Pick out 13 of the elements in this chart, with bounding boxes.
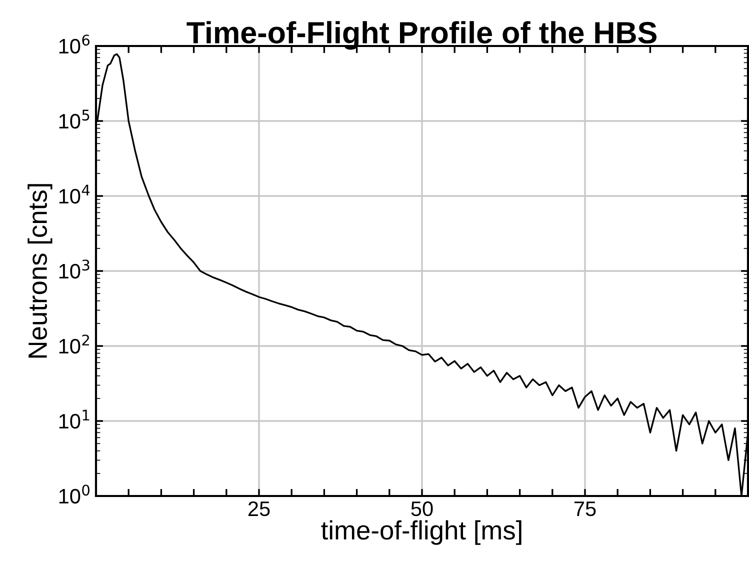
chart-title: Time-of-Flight Profile of the HBS [186, 21, 656, 50]
y-tick-label: 10$^{2}$ [59, 334, 89, 354]
y-tick-label: 10$^{5}$ [59, 110, 90, 129]
y-tick-label: 10$^{4}$ [59, 184, 90, 204]
x-axis-title: time-of-flight [ms] [321, 520, 522, 545]
x-tick-label: 50 [411, 501, 433, 516]
y-tick-label: 10$^{0}$ [59, 484, 90, 504]
x-tick-label: 75 [574, 502, 596, 516]
x-tick-label: 25 [248, 501, 270, 516]
y-axis-title: Neutrons [cnts] [28, 184, 52, 358]
y-tick-label: 10$^{1}$ [59, 410, 90, 429]
y-tick-label: 10$^{3}$ [59, 260, 90, 279]
y-tick-label: 10$^{6}$ [59, 34, 90, 54]
